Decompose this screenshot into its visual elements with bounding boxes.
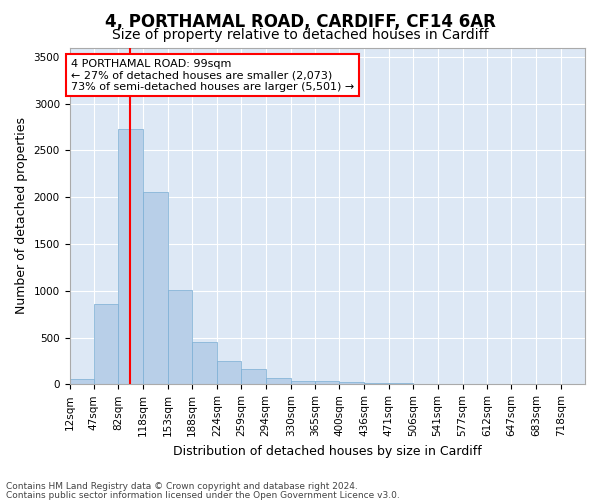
Text: Contains public sector information licensed under the Open Government Licence v3: Contains public sector information licen…: [6, 490, 400, 500]
Text: 4 PORTHAMAL ROAD: 99sqm
← 27% of detached houses are smaller (2,073)
73% of semi: 4 PORTHAMAL ROAD: 99sqm ← 27% of detache…: [71, 58, 354, 92]
Bar: [241, 370, 266, 384]
Bar: [266, 378, 291, 384]
Text: 4, PORTHAMAL ROAD, CARDIFF, CF14 6AR: 4, PORTHAMAL ROAD, CARDIFF, CF14 6AR: [104, 12, 496, 30]
Bar: [118, 129, 143, 384]
Text: Contains HM Land Registry data © Crown copyright and database right 2024.: Contains HM Land Registry data © Crown c…: [6, 482, 358, 491]
Bar: [94, 304, 118, 384]
Bar: [340, 382, 364, 384]
Bar: [315, 381, 340, 384]
Text: Size of property relative to detached houses in Cardiff: Size of property relative to detached ho…: [112, 28, 488, 42]
Y-axis label: Number of detached properties: Number of detached properties: [15, 118, 28, 314]
Bar: [364, 382, 389, 384]
Bar: [291, 380, 315, 384]
Bar: [217, 361, 241, 384]
Bar: [192, 342, 217, 384]
Bar: [389, 383, 413, 384]
Bar: [143, 192, 167, 384]
Bar: [167, 290, 192, 384]
X-axis label: Distribution of detached houses by size in Cardiff: Distribution of detached houses by size …: [173, 444, 482, 458]
Bar: [70, 379, 94, 384]
